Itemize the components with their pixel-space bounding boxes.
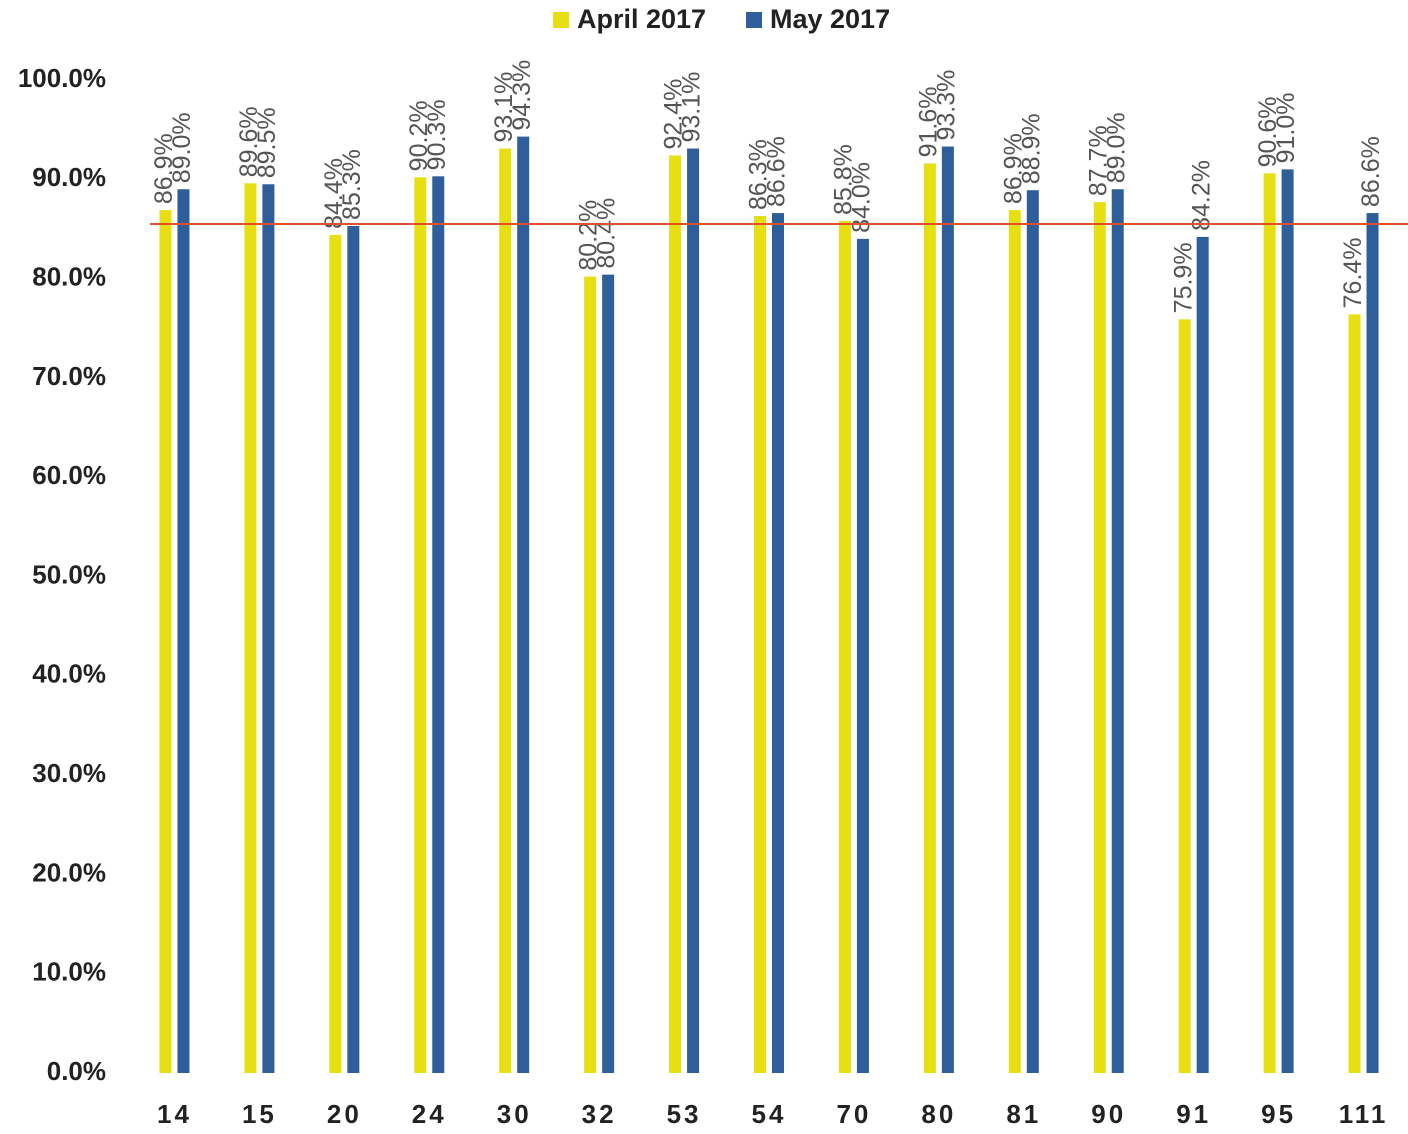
y-tick-label: 30.0% <box>32 758 106 788</box>
bar <box>838 221 851 1074</box>
bar <box>602 274 615 1073</box>
y-tick-label: 20.0% <box>32 857 106 887</box>
y-tick-label: 0.0% <box>47 1056 106 1086</box>
bar <box>499 148 512 1074</box>
x-tick-label: 24 <box>412 1099 447 1129</box>
bar <box>1366 213 1379 1073</box>
value-label: 80.4% <box>593 198 621 269</box>
legend-swatch <box>553 12 569 28</box>
x-tick-label: 14 <box>157 1099 192 1129</box>
bar <box>1263 173 1276 1074</box>
bar <box>1008 210 1021 1073</box>
bar <box>244 183 257 1074</box>
value-label: 91.0% <box>1272 92 1300 163</box>
value-label: 89.0% <box>1102 112 1130 183</box>
value-label: 91.6% <box>914 87 942 158</box>
value-label: 86.3% <box>745 139 773 210</box>
x-tick-label: 53 <box>667 1099 702 1129</box>
value-label: 80.2% <box>575 200 603 271</box>
value-label: 86.9% <box>150 133 178 204</box>
value-label: 90.2% <box>405 100 433 171</box>
value-label: 86.6% <box>1357 136 1385 207</box>
bar <box>856 238 869 1073</box>
y-tick-label: 10.0% <box>32 957 106 987</box>
x-tick-label: 111 <box>1339 1099 1389 1129</box>
x-tick-label: 81 <box>1006 1099 1041 1129</box>
x-tick-label: 91 <box>1176 1099 1211 1129</box>
bar <box>432 176 445 1074</box>
bar <box>1178 319 1191 1073</box>
value-label: 92.4% <box>660 79 688 150</box>
bar <box>329 234 342 1073</box>
y-tick-label: 50.0% <box>32 559 106 589</box>
value-label: 93.1% <box>678 72 706 143</box>
bar <box>923 163 936 1074</box>
legend-label: April 2017 <box>577 4 706 34</box>
bar <box>1196 236 1209 1074</box>
value-label: 86.6% <box>763 136 791 207</box>
bar <box>1026 190 1039 1073</box>
legend-label: May 2017 <box>770 4 890 34</box>
bar <box>1111 189 1124 1074</box>
bar <box>1093 202 1106 1073</box>
bar <box>687 148 700 1074</box>
bar <box>754 216 766 1073</box>
bar <box>669 155 682 1073</box>
bar <box>262 184 275 1073</box>
value-label: 89.0% <box>168 112 196 183</box>
bar <box>177 189 190 1074</box>
y-tick-label: 70.0% <box>32 361 106 391</box>
x-tick-label: 30 <box>497 1099 532 1129</box>
y-tick-label: 100.0% <box>18 63 106 93</box>
y-tick-label: 90.0% <box>32 162 106 192</box>
bar <box>517 136 530 1073</box>
value-label: 84.2% <box>1187 160 1215 231</box>
value-label: 75.9% <box>1169 242 1197 313</box>
bar <box>347 225 360 1073</box>
value-label: 94.3% <box>508 60 536 131</box>
value-label: 88.9% <box>1017 113 1045 184</box>
value-label: 89.6% <box>235 106 263 177</box>
x-tick-label: 20 <box>327 1099 362 1129</box>
x-tick-label: 90 <box>1091 1099 1126 1129</box>
y-tick-label: 40.0% <box>32 659 106 689</box>
bar <box>584 276 597 1073</box>
value-label: 85.8% <box>830 144 858 215</box>
value-label: 84.0% <box>848 162 876 233</box>
bar <box>772 213 784 1073</box>
x-tick-label: 80 <box>921 1099 956 1129</box>
value-label: 93.1% <box>490 72 518 143</box>
x-tick-label: 95 <box>1261 1099 1296 1129</box>
legend-swatch <box>746 12 762 28</box>
value-label: 85.3% <box>338 149 366 220</box>
value-label: 89.5% <box>253 107 281 178</box>
y-tick-label: 80.0% <box>32 261 106 291</box>
x-tick-label: 15 <box>242 1099 277 1129</box>
bar <box>159 210 172 1073</box>
value-label: 84.4% <box>320 158 348 229</box>
bar <box>1281 169 1294 1073</box>
x-tick-label: 70 <box>836 1099 871 1129</box>
bar <box>941 146 954 1073</box>
bar <box>414 177 427 1074</box>
x-tick-label: 54 <box>752 1099 787 1129</box>
value-label: 76.4% <box>1339 237 1367 308</box>
value-label: 90.3% <box>423 99 451 170</box>
value-label: 93.3% <box>932 70 960 141</box>
value-label: 87.7% <box>1084 125 1112 196</box>
y-tick-label: 60.0% <box>32 460 106 490</box>
value-label: 90.6% <box>1254 96 1282 167</box>
value-label: 86.9% <box>999 133 1027 204</box>
bar <box>1348 314 1361 1073</box>
x-tick-label: 32 <box>582 1099 617 1129</box>
